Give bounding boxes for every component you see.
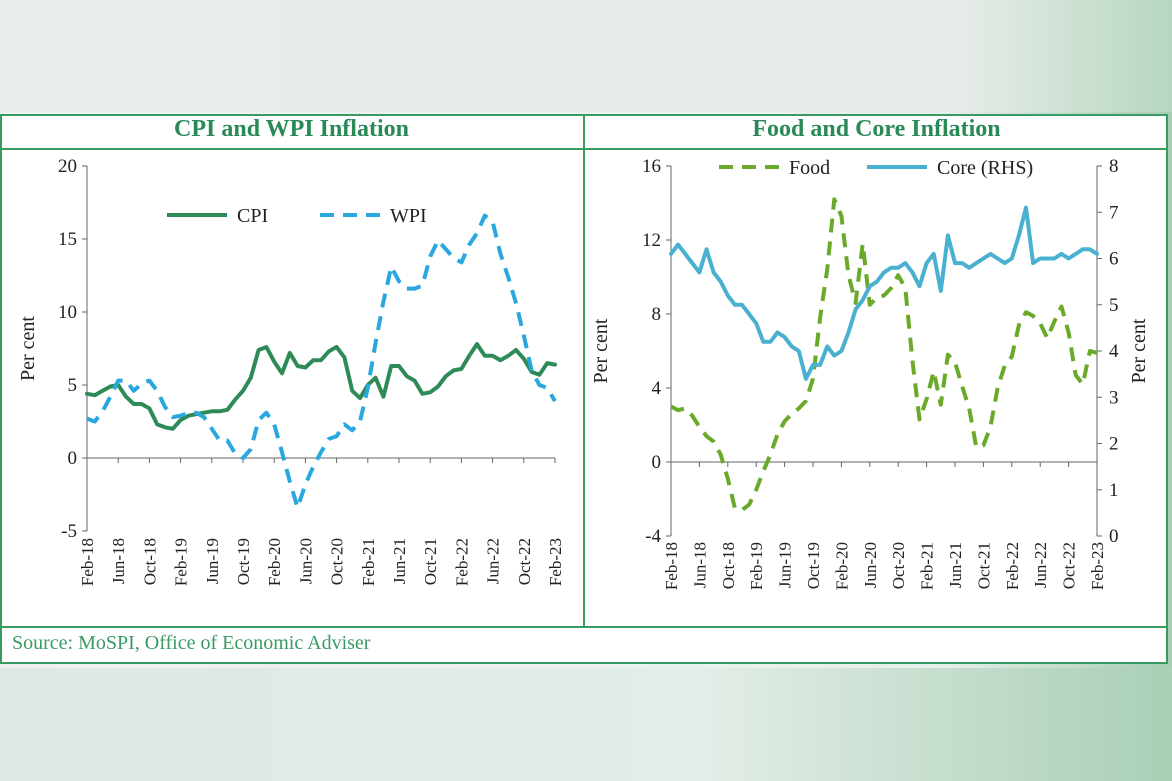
y-axis-right-label: Per cent: [1128, 318, 1150, 383]
x-tick-label: Oct-22: [1060, 542, 1079, 589]
x-tick-label: Feb-21: [359, 538, 378, 586]
x-tick-label: Jun-18: [690, 542, 709, 588]
x-tick-label: Jun-22: [484, 538, 503, 584]
y-tick-label: 16: [642, 156, 661, 177]
x-tick-label: Jun-18: [109, 538, 128, 584]
legend-label: WPI: [390, 205, 427, 227]
x-tick-label: Feb-18: [78, 538, 97, 586]
x-tick-label: Feb-23: [546, 538, 565, 586]
x-tick-label: Oct-22: [515, 538, 534, 585]
source-note: Source: MoSPI, Office of Economic Advise…: [12, 632, 371, 654]
y-tick-label: 20: [58, 156, 77, 177]
x-tick-label: Oct-21: [974, 542, 993, 589]
source-divider: [0, 626, 1168, 628]
x-tick-label: Feb-19: [172, 538, 191, 586]
y-tick-label: 0: [652, 452, 662, 473]
x-tick-label: Jun-21: [946, 542, 965, 588]
y-right-tick-label: 1: [1109, 480, 1119, 501]
x-tick-label: Feb-20: [265, 538, 284, 586]
x-tick-label: Oct-18: [140, 538, 159, 585]
top-background: [0, 0, 1172, 112]
y-right-tick-label: 5: [1109, 295, 1119, 316]
x-tick-label: Jun-22: [1031, 542, 1050, 588]
x-tick-label: Feb-22: [452, 538, 471, 586]
y-tick-label: 10: [58, 302, 77, 323]
x-tick-label: Feb-21: [918, 542, 937, 590]
x-tick-label: Oct-18: [719, 542, 738, 589]
x-tick-label: Feb-22: [1003, 542, 1022, 590]
cpi-wpi-chart-title: CPI and WPI Inflation: [174, 116, 409, 142]
cpi-wpi-chart: -5 0 5 10 15 20 Feb-18 Jun-18 Oct-18 Feb-19 Jun-19…: [17, 156, 565, 586]
y-right-tick-label: 4: [1109, 341, 1119, 362]
y-right-tick-label: 2: [1109, 434, 1119, 455]
y-tick-label: -4: [645, 526, 661, 547]
y-right-tick-label: 3: [1109, 387, 1119, 408]
x-tick-label: Feb-19: [747, 542, 766, 590]
series-line-core-rhs: [669, 205, 1099, 381]
y-tick-label: 4: [652, 378, 662, 399]
legend-label: CPI: [237, 205, 268, 227]
series-line-wpi: [86, 213, 557, 510]
y-tick-label: -5: [61, 521, 77, 542]
x-tick-label: Oct-20: [328, 538, 347, 585]
food-core-chart-title: Food and Core Inflation: [752, 116, 1001, 142]
y-tick-label: 15: [58, 229, 77, 250]
x-tick-label: Jun-19: [203, 538, 222, 584]
x-tick-label: Jun-21: [390, 538, 409, 584]
y-axis-label: Per cent: [590, 318, 612, 383]
x-tick-label: Feb-23: [1088, 542, 1107, 590]
x-tick-label: Jun-20: [861, 542, 880, 588]
bottom-background: [0, 668, 1172, 781]
x-tick-label: Feb-18: [662, 542, 681, 590]
y-tick-label: 8: [652, 304, 662, 325]
y-axis-label: Per cent: [17, 316, 39, 381]
panel-divider: [583, 114, 585, 628]
y-right-tick-label: 8: [1109, 156, 1119, 177]
x-tick-label: Jun-20: [296, 538, 315, 584]
y-tick-label: 5: [68, 375, 78, 396]
x-tick-label: Feb-20: [832, 542, 851, 590]
y-right-tick-label: 0: [1109, 526, 1119, 547]
y-right-tick-label: 7: [1109, 202, 1119, 223]
series-line-cpi: [85, 342, 557, 431]
x-tick-label: Oct-19: [234, 538, 253, 585]
x-tick-label: Oct-21: [421, 538, 440, 585]
y-tick-label: 0: [68, 448, 78, 469]
y-right-tick-label: 6: [1109, 249, 1119, 270]
x-tick-label: Oct-19: [804, 542, 823, 589]
y-tick-label: 12: [642, 230, 661, 251]
legend-label: Core (RHS): [937, 157, 1033, 179]
series-line-food: [670, 197, 1098, 513]
x-tick-label: Oct-20: [889, 542, 908, 589]
legend-label: Food: [789, 157, 830, 179]
x-tick-label: Jun-19: [776, 542, 795, 588]
